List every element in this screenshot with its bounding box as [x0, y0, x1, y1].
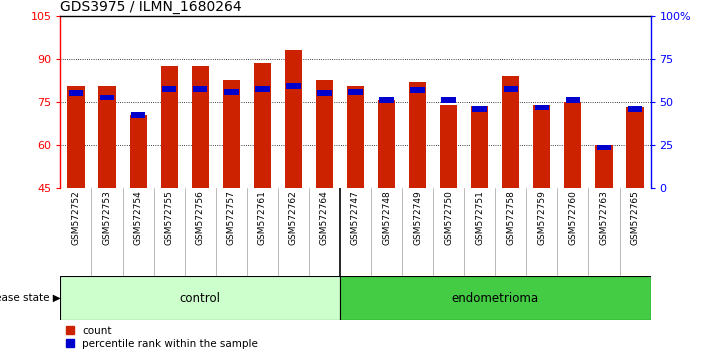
Text: GSM572763: GSM572763 [599, 190, 609, 245]
Bar [255, 86, 269, 92]
Bar [628, 106, 642, 112]
Bar [99, 86, 116, 188]
Bar [193, 86, 208, 92]
Text: disease state ▶: disease state ▶ [0, 293, 60, 303]
Bar [379, 97, 394, 103]
Bar [254, 63, 271, 188]
Bar [285, 50, 302, 188]
Text: GSM572751: GSM572751 [475, 190, 484, 245]
Bar [626, 108, 643, 188]
Text: GDS3975 / ILMN_1680264: GDS3975 / ILMN_1680264 [60, 0, 242, 13]
Bar [348, 89, 363, 95]
Bar [440, 105, 457, 188]
Bar [410, 87, 425, 93]
Bar [286, 83, 301, 89]
Text: GSM572753: GSM572753 [102, 190, 112, 245]
Bar [161, 66, 178, 188]
Text: endometrioma: endometrioma [451, 292, 539, 305]
Text: GSM572762: GSM572762 [289, 190, 298, 245]
Bar [535, 105, 549, 110]
Bar [597, 145, 611, 150]
Bar [595, 145, 612, 188]
Text: GSM572765: GSM572765 [631, 190, 639, 245]
Bar [503, 86, 518, 92]
Bar [316, 80, 333, 188]
Bar [68, 86, 85, 188]
Text: GSM572761: GSM572761 [258, 190, 267, 245]
Text: GSM572756: GSM572756 [196, 190, 205, 245]
Bar [378, 100, 395, 188]
Text: GSM572747: GSM572747 [351, 190, 360, 245]
Text: GSM572749: GSM572749 [413, 190, 422, 245]
Bar [565, 102, 582, 188]
Legend: count, percentile rank within the sample: count, percentile rank within the sample [65, 326, 258, 349]
Bar [533, 105, 550, 188]
Bar [100, 95, 114, 100]
Text: GSM572750: GSM572750 [444, 190, 453, 245]
Text: GSM572748: GSM572748 [382, 190, 391, 245]
Bar [340, 276, 651, 320]
Text: GSM572752: GSM572752 [72, 190, 80, 245]
Bar [317, 90, 332, 96]
Text: GSM572758: GSM572758 [506, 190, 515, 245]
Bar [502, 76, 519, 188]
Bar [347, 86, 364, 188]
Bar [566, 97, 580, 103]
Bar [131, 112, 145, 118]
Bar [224, 89, 238, 95]
Bar [471, 106, 488, 188]
Text: GSM572759: GSM572759 [538, 190, 546, 245]
Bar [192, 66, 209, 188]
Bar [69, 90, 83, 96]
Bar [129, 115, 146, 188]
Text: GSM572760: GSM572760 [568, 190, 577, 245]
Bar [223, 80, 240, 188]
Text: control: control [180, 292, 220, 305]
Bar [409, 82, 426, 188]
Text: GSM572757: GSM572757 [227, 190, 236, 245]
Text: GSM572764: GSM572764 [320, 190, 329, 245]
Bar [60, 276, 340, 320]
Bar [442, 97, 456, 103]
Bar [162, 86, 176, 92]
Bar [473, 106, 487, 112]
Text: GSM572754: GSM572754 [134, 190, 143, 245]
Text: GSM572755: GSM572755 [165, 190, 173, 245]
